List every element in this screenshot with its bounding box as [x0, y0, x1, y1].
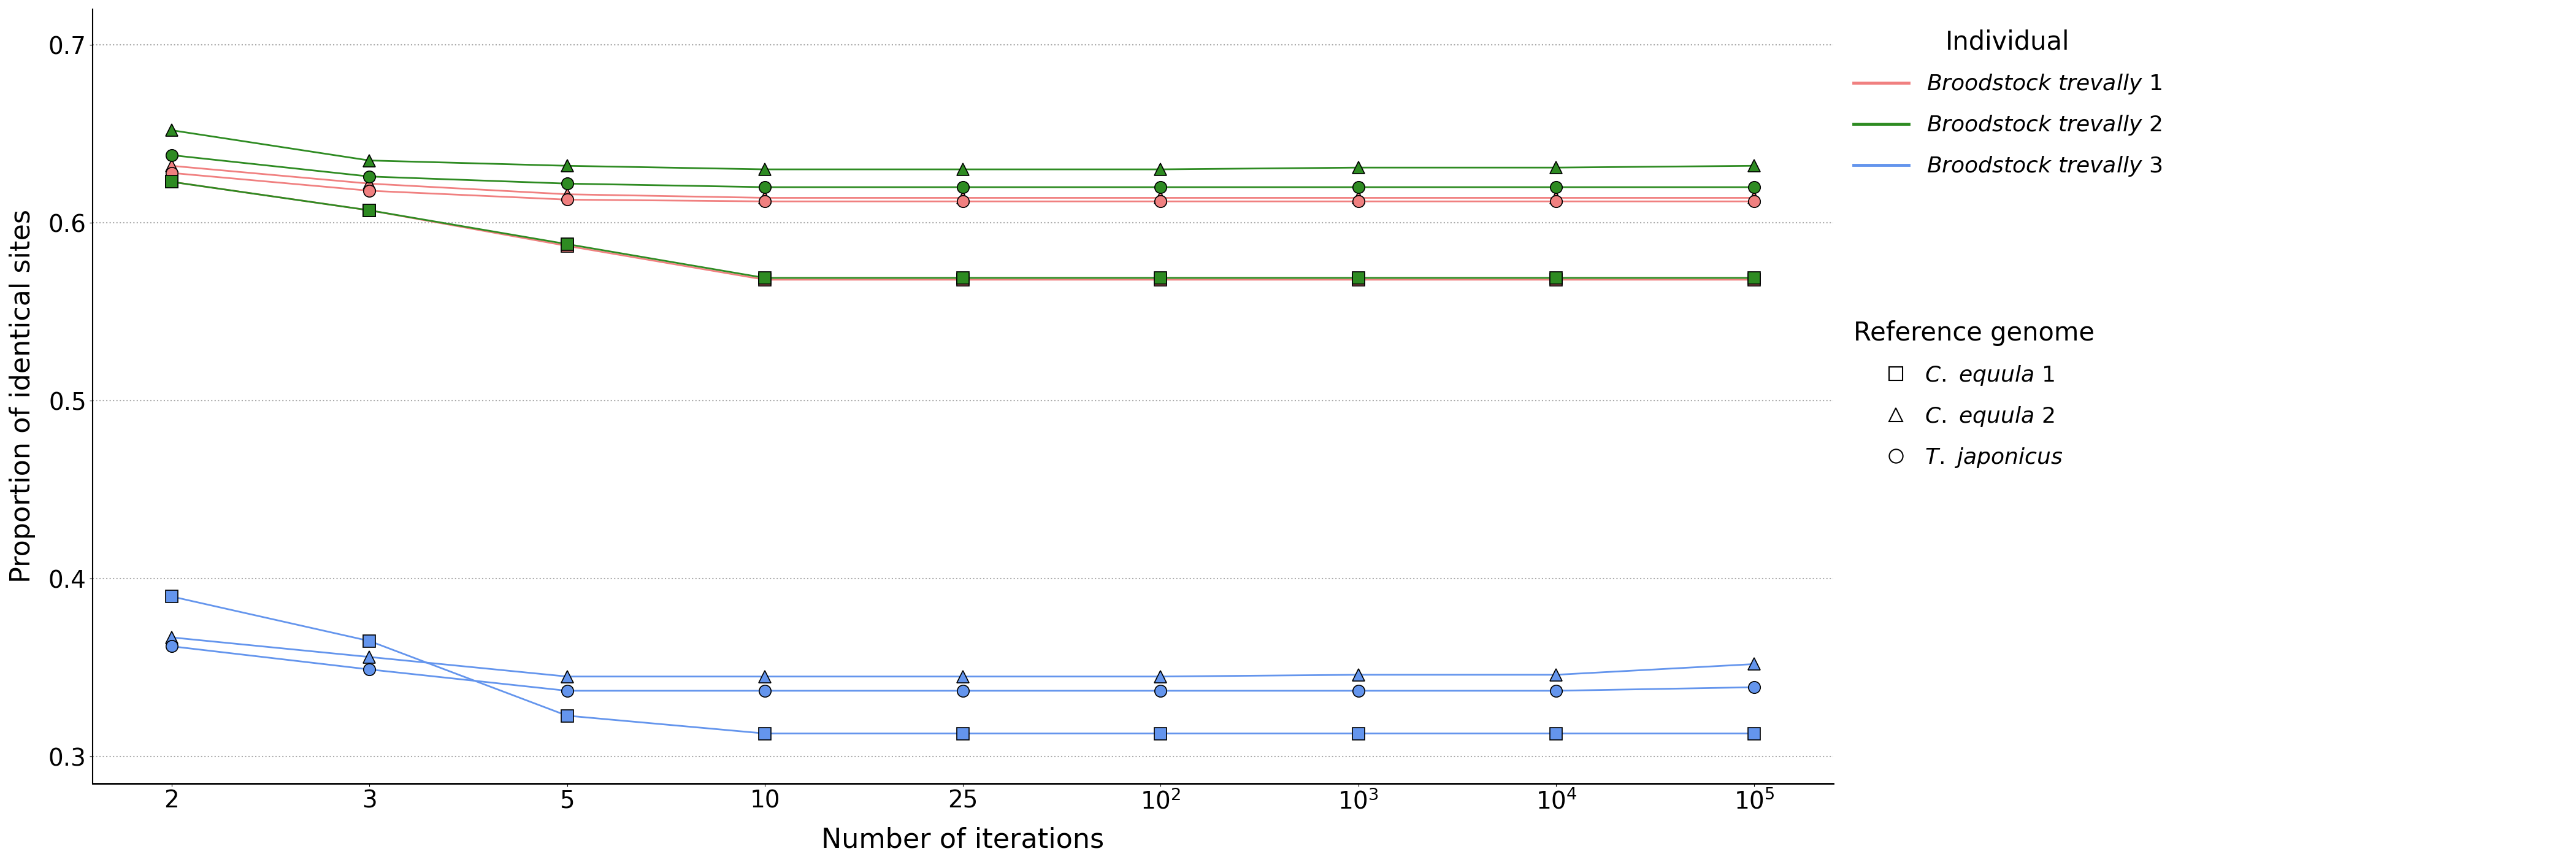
Y-axis label: Proportion of identical sites: Proportion of identical sites: [10, 209, 36, 583]
Legend: $\it{C.\ equula}$ 1, $\it{C.\ equula}$ 2, $\it{T.\ japonicus}$: $\it{C.\ equula}$ 1, $\it{C.\ equula}$ 2…: [1844, 311, 2102, 478]
X-axis label: Number of iterations: Number of iterations: [822, 827, 1105, 853]
